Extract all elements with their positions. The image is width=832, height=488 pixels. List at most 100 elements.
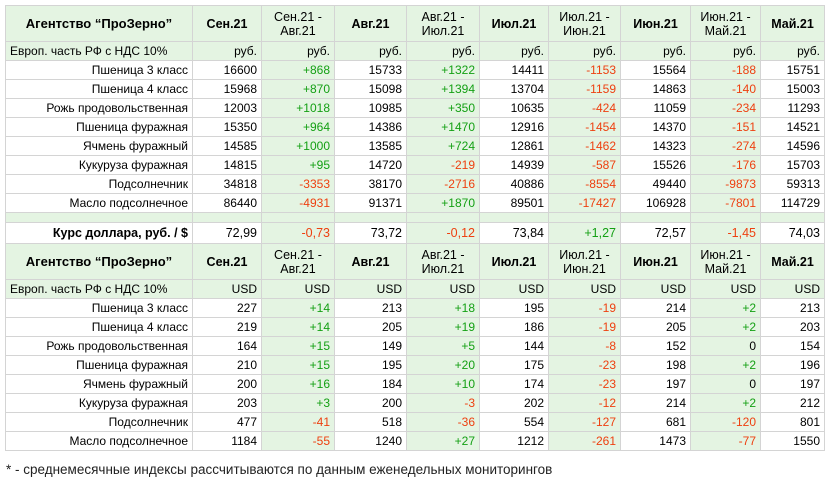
table-cell: 213: [334, 298, 407, 318]
price-value: 203: [799, 320, 820, 334]
unit-cell: USD: [406, 279, 480, 299]
table-cell: 184: [334, 374, 407, 394]
table-cell: -41: [261, 412, 335, 432]
table-cell: 15703: [760, 155, 825, 175]
table-cell: -127: [548, 412, 621, 432]
price-value: 1212: [517, 434, 544, 448]
table-cell: 14939: [479, 155, 549, 175]
table-cell: -36: [406, 412, 480, 432]
price-value: 203: [236, 396, 257, 410]
table-cell: +964: [261, 117, 335, 137]
separator-cell: [479, 212, 549, 223]
price-value: 13704: [510, 82, 544, 96]
price-value: 14815: [223, 158, 257, 172]
table-cell: -9873: [690, 174, 761, 194]
change-value: -261: [591, 434, 616, 448]
table-cell: +20: [406, 355, 480, 375]
unit-cell: руб.: [760, 41, 825, 61]
price-value: 106928: [645, 196, 686, 210]
change-value: -1462: [585, 139, 616, 153]
price-value: 1473: [659, 434, 686, 448]
change-value: +14: [309, 320, 330, 334]
table-cell: 1550: [760, 431, 825, 451]
table-cell: +1870: [406, 193, 480, 213]
column-header: Июл.21 - Июн.21: [548, 243, 621, 280]
separator-cell: [406, 212, 480, 223]
table-cell: +95: [261, 155, 335, 175]
price-value: 681: [665, 415, 686, 429]
price-value: 1240: [375, 434, 402, 448]
change-value: +10: [454, 377, 475, 391]
change-value: +27: [454, 434, 475, 448]
price-value: 212: [799, 396, 820, 410]
change-value: -77: [738, 434, 756, 448]
unit-cell: USD: [334, 279, 407, 299]
price-value: 195: [381, 358, 402, 372]
unit-cell: руб.: [690, 41, 761, 61]
price-value: 15733: [368, 63, 402, 77]
table-cell: -1159: [548, 79, 621, 99]
table-cell: 210: [192, 355, 262, 375]
table-cell: 14585: [192, 136, 262, 156]
change-value: +20: [454, 358, 475, 372]
table-cell: 197: [760, 374, 825, 394]
price-value: 144: [523, 339, 544, 353]
price-value: 114729: [780, 196, 820, 210]
commodity-name: Подсолнечник: [5, 412, 193, 432]
table-cell: -1462: [548, 136, 621, 156]
change-value: -9873: [725, 177, 756, 191]
table-cell: 1212: [479, 431, 549, 451]
price-value: 477: [236, 415, 257, 429]
table-row: Пшеница 3 класс 227 +14 213 +18 195 -19 214 +2 21…: [5, 298, 825, 318]
table-cell: -23: [548, 355, 621, 375]
table-cell: 72,99: [192, 222, 262, 244]
price-value: 14370: [652, 120, 686, 134]
table-cell: +724: [406, 136, 480, 156]
price-value: 213: [381, 301, 402, 315]
table-cell: 152: [620, 336, 691, 356]
commodity-name: Пшеница фуражная: [5, 355, 193, 375]
table-cell: -7801: [690, 193, 761, 213]
change-value: -1153: [586, 63, 616, 77]
table-cell: 106928: [620, 193, 691, 213]
change-value: -234: [731, 101, 756, 115]
change-value: +16: [309, 377, 330, 391]
change-value: -19: [598, 320, 616, 334]
table-cell: 200: [334, 393, 407, 413]
table-cell: 554: [479, 412, 549, 432]
price-value: 14411: [511, 63, 544, 77]
change-value: +870: [302, 82, 330, 96]
price-value: 200: [381, 396, 402, 410]
change-value: +2: [742, 301, 756, 315]
change-value: -23: [598, 358, 616, 372]
table-cell: -3353: [261, 174, 335, 194]
table-cell: 213: [760, 298, 825, 318]
table-cell: 175: [479, 355, 549, 375]
table-cell: -1,45: [690, 222, 761, 244]
price-value: 198: [665, 358, 686, 372]
change-value: -4931: [299, 196, 330, 210]
separator-cell: [690, 212, 761, 223]
table-cell: 174: [479, 374, 549, 394]
change-value: -55: [312, 434, 330, 448]
table-cell: 14521: [760, 117, 825, 137]
table-cell: -140: [690, 79, 761, 99]
table-cell: 212: [760, 393, 825, 413]
table-cell: -1454: [548, 117, 621, 137]
table-cell: -188: [690, 60, 761, 80]
table-cell: 14720: [334, 155, 407, 175]
price-value: 174: [523, 377, 544, 391]
change-value: +19: [454, 320, 475, 334]
change-value: +15: [309, 339, 330, 353]
price-value: 200: [236, 377, 257, 391]
table-cell: +1394: [406, 79, 480, 99]
commodity-name: Масло подсолнечное: [5, 431, 193, 451]
table-cell: +15: [261, 355, 335, 375]
region-label: Европ. часть РФ с НДС 10%: [5, 279, 193, 299]
unit-cell: USD: [760, 279, 825, 299]
table-cell: 86440: [192, 193, 262, 213]
price-value: 40886: [510, 177, 544, 191]
table-row: Рожь продовольственная 164 +15 149 +5 144 -8 15…: [5, 336, 825, 356]
price-value: 14596: [786, 139, 820, 153]
change-value: +1470: [441, 120, 475, 134]
